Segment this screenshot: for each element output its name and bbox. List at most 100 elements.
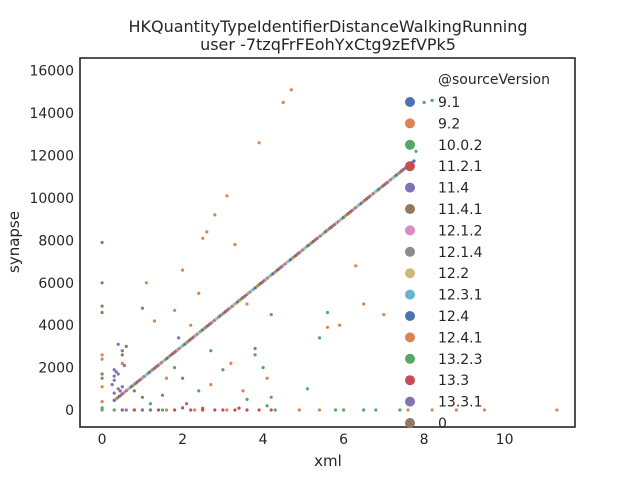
data-point: [160, 408, 165, 412]
data-point: [209, 383, 213, 387]
data-point: [164, 408, 169, 412]
legend-marker: [405, 182, 415, 193]
data-point: [362, 408, 366, 412]
legend-marker: [405, 97, 415, 107]
x-axis-label: xml: [314, 452, 342, 470]
data-point: [382, 313, 386, 317]
data-point: [221, 368, 225, 372]
data-point: [430, 98, 434, 102]
data-point: [253, 353, 257, 357]
data-point: [333, 408, 338, 412]
data-point: [193, 408, 197, 412]
data-point: [112, 391, 116, 395]
data-point: [116, 372, 120, 376]
data-point: [197, 291, 201, 295]
data-point: [116, 387, 120, 391]
data-point: [100, 372, 104, 376]
data-point: [100, 304, 104, 308]
legend-marker: [405, 332, 415, 343]
data-point: [148, 408, 152, 412]
legend-marker: [405, 225, 415, 236]
data-point: [213, 408, 217, 412]
data-point: [482, 408, 487, 412]
data-point: [253, 346, 257, 351]
legend-label: 9.2: [438, 116, 460, 132]
y-tick-label: 4000: [38, 318, 74, 334]
data-point: [406, 408, 410, 412]
data-point: [189, 323, 193, 327]
data-point: [160, 393, 165, 397]
data-point: [181, 406, 185, 410]
data-point: [118, 389, 122, 393]
data-point: [181, 268, 185, 272]
data-point: [124, 344, 128, 348]
legend-marker: [405, 311, 415, 321]
data-point: [112, 408, 116, 412]
data-point: [555, 408, 559, 412]
data-point: [100, 376, 104, 380]
data-point: [152, 319, 157, 323]
data-point: [124, 408, 128, 412]
y-tick-label: 8000: [38, 233, 74, 249]
legend-label: 12.1.2: [438, 223, 483, 239]
legend-marker: [405, 289, 415, 300]
data-point: [189, 408, 193, 412]
data-point: [112, 368, 116, 372]
x-axis: 0 2 4 6 8 10: [98, 432, 514, 448]
legend-label: 11.2.1: [438, 159, 483, 175]
legend-label: 13.3.1: [438, 395, 483, 411]
legend-marker: [405, 161, 415, 172]
data-point: [233, 408, 237, 412]
legend-label: 12.1.4: [438, 245, 483, 261]
data-point: [116, 342, 120, 346]
x-tick-label: 0: [98, 432, 107, 448]
data-point: [213, 213, 217, 217]
data-point: [156, 408, 161, 412]
data-point: [325, 325, 330, 329]
data-point: [205, 230, 209, 234]
data-point: [221, 408, 225, 412]
y-tick-label: 14000: [29, 106, 74, 122]
data-point: [173, 366, 177, 370]
data-point: [100, 240, 104, 245]
data-point: [100, 357, 104, 361]
data-point: [269, 313, 273, 317]
data-point: [289, 88, 293, 92]
legend-label: 11.4: [438, 181, 469, 197]
data-point: [164, 376, 169, 380]
data-point: [412, 159, 416, 163]
data-point: [342, 408, 346, 412]
legend-label: 13.2.3: [438, 352, 483, 368]
data-point: [374, 408, 378, 412]
data-point: [317, 408, 322, 412]
data-point: [209, 349, 213, 353]
legend-label: 12.4: [438, 309, 469, 325]
legend-label: 11.4.1: [438, 202, 483, 218]
data-point: [229, 361, 233, 365]
data-point: [237, 406, 241, 410]
data-point: [398, 408, 402, 412]
data-point: [120, 408, 124, 412]
legend-label: 12.2: [438, 266, 469, 282]
x-tick-label: 4: [259, 432, 268, 448]
data-point: [140, 408, 144, 412]
y-tick-label: 12000: [29, 149, 74, 165]
data-point: [245, 397, 249, 401]
y-tick-label: 10000: [29, 191, 74, 207]
data-point: [257, 408, 261, 412]
y-tick-label: 6000: [38, 276, 74, 292]
data-point: [257, 141, 261, 145]
data-point: [112, 378, 116, 382]
data-point: [120, 361, 124, 365]
data-point: [281, 100, 285, 105]
data-point: [317, 336, 322, 340]
data-point: [148, 402, 152, 406]
data-point: [100, 281, 104, 285]
data-point: [454, 408, 458, 412]
chart-title: HKQuantityTypeIdentifierDistanceWalkingR…: [128, 17, 527, 36]
data-point: [430, 408, 434, 412]
x-tick-label: 10: [496, 432, 514, 448]
data-point: [100, 310, 104, 315]
legend-marker: [405, 139, 415, 150]
